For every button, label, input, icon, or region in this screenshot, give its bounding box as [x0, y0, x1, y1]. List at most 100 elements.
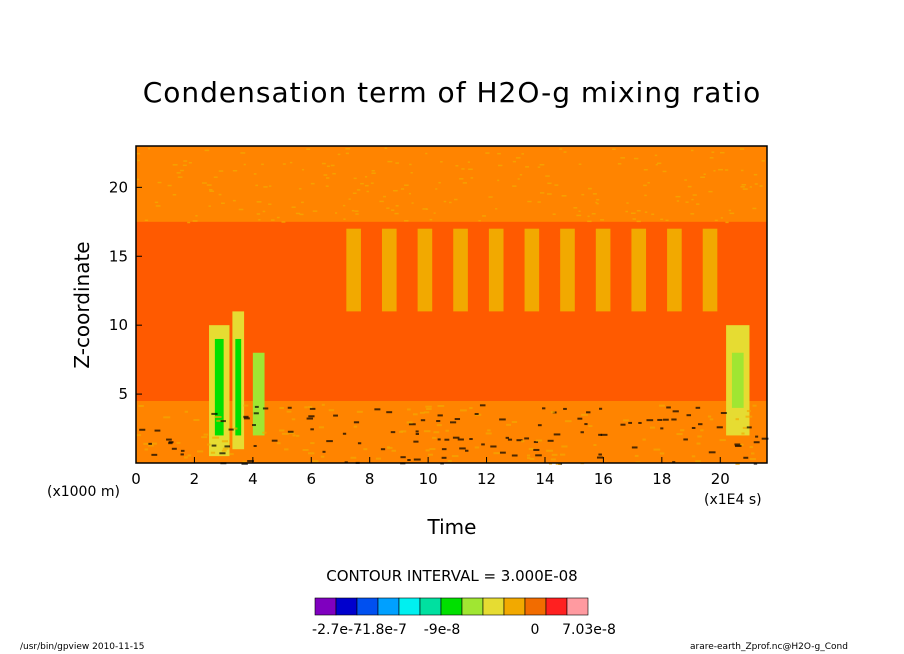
texture-mark — [686, 414, 692, 417]
texture-mark — [343, 218, 346, 220]
texture-mark — [410, 171, 413, 174]
texture-mark — [328, 409, 335, 412]
texture-mark — [447, 459, 452, 462]
texture-mark — [749, 186, 752, 188]
texture-mark — [412, 413, 418, 416]
texture-mark — [391, 209, 395, 211]
texture-mark — [535, 454, 542, 457]
texture-mark — [749, 458, 756, 461]
texture-mark — [163, 416, 171, 419]
texture-mark — [720, 151, 725, 154]
texture-mark — [232, 169, 238, 172]
texture-mark — [497, 179, 500, 182]
texture-mark — [452, 436, 460, 439]
texture-mark — [445, 429, 449, 432]
convection-column — [488, 228, 504, 312]
texture-mark — [474, 412, 479, 415]
texture-mark — [356, 410, 363, 413]
texture-mark — [238, 208, 244, 211]
texture-mark — [636, 220, 641, 223]
texture-mark — [521, 153, 524, 155]
texture-mark — [136, 152, 141, 155]
colorbar-swatch — [356, 597, 379, 616]
texture-mark — [263, 186, 268, 188]
texture-mark — [630, 212, 636, 215]
texture-mark — [493, 452, 500, 455]
convection-column — [667, 228, 682, 312]
texture-mark — [643, 169, 648, 171]
texture-mark — [516, 439, 523, 442]
texture-mark — [554, 184, 559, 186]
texture-mark — [646, 419, 654, 422]
texture-mark — [435, 188, 438, 190]
colorbar — [314, 597, 589, 616]
heatmap-region-1 — [136, 146, 767, 222]
texture-mark — [676, 433, 683, 436]
texture-mark — [547, 439, 554, 442]
texture-mark — [408, 192, 411, 195]
texture-mark — [400, 188, 405, 190]
texture-mark — [287, 406, 292, 409]
texture-mark — [379, 200, 384, 203]
x-tick-label: 18 — [652, 470, 671, 488]
texture-mark — [714, 219, 718, 222]
texture-mark — [209, 190, 215, 192]
x-tick-label: 6 — [307, 470, 317, 488]
texture-mark — [587, 220, 592, 223]
colorbar-swatch — [440, 597, 463, 616]
texture-mark — [423, 430, 431, 433]
texture-mark — [542, 407, 546, 410]
texture-mark — [136, 178, 140, 181]
texture-mark — [497, 164, 503, 167]
texture-mark — [535, 439, 543, 442]
texture-mark — [309, 407, 316, 410]
convection-column — [453, 228, 468, 312]
texture-mark — [511, 454, 518, 457]
colorbar-tick-label: 7.03e-8 — [562, 622, 616, 638]
texture-mark — [306, 148, 311, 150]
texture-mark — [642, 438, 646, 441]
texture-mark — [596, 456, 604, 459]
texture-mark — [167, 184, 172, 187]
texture-mark — [323, 174, 328, 176]
colorbar-swatch — [524, 597, 547, 616]
texture-mark — [499, 418, 506, 421]
texture-mark — [176, 172, 181, 174]
texture-mark — [299, 213, 304, 216]
texture-mark — [525, 166, 530, 168]
texture-mark — [676, 200, 680, 202]
x-tick-label: 14 — [535, 470, 554, 488]
texture-mark — [700, 429, 704, 432]
texture-mark — [537, 166, 541, 168]
texture-mark — [703, 173, 706, 175]
texture-mark — [182, 164, 187, 167]
texture-mark — [746, 410, 751, 413]
texture-mark — [213, 176, 218, 178]
texture-mark — [383, 195, 386, 198]
texture-mark — [413, 440, 419, 443]
texture-mark — [698, 423, 703, 426]
texture-mark — [394, 212, 399, 215]
texture-mark — [374, 408, 381, 411]
texture-mark — [433, 431, 440, 434]
texture-mark — [753, 173, 758, 176]
texture-mark — [202, 182, 207, 184]
texture-mark — [243, 417, 250, 420]
texture-mark — [440, 161, 443, 163]
texture-mark — [375, 457, 381, 460]
texture-mark — [620, 157, 626, 159]
texture-mark — [633, 157, 639, 160]
texture-mark — [506, 423, 512, 426]
texture-mark — [400, 456, 406, 459]
texture-mark — [279, 407, 284, 410]
texture-mark — [457, 438, 464, 441]
texture-mark — [511, 421, 518, 424]
texture-mark — [672, 461, 676, 464]
texture-mark — [214, 415, 222, 418]
texture-mark — [192, 220, 198, 222]
texture-mark — [355, 213, 359, 215]
texture-mark — [474, 446, 480, 449]
texture-mark — [221, 449, 227, 452]
texture-mark — [407, 459, 411, 462]
